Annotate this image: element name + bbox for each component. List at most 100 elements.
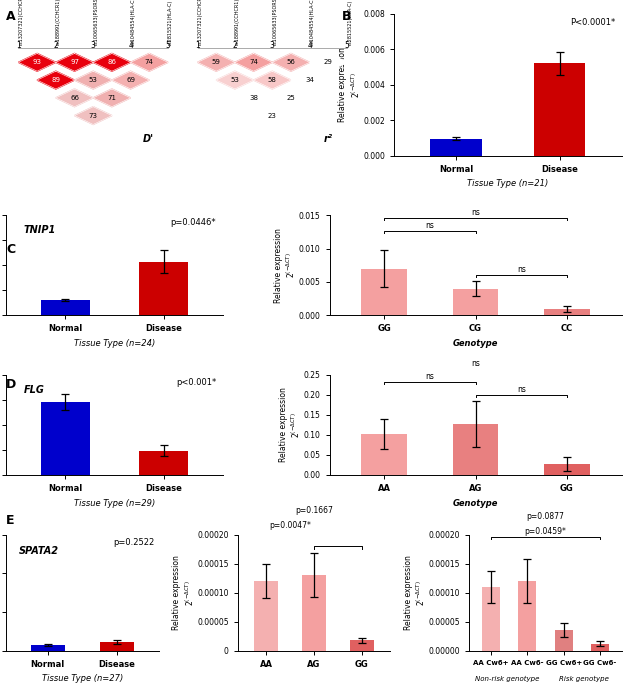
Polygon shape	[93, 89, 131, 107]
Bar	[555, 630, 573, 651]
Text: A: A	[6, 10, 16, 23]
Text: 74: 74	[249, 60, 258, 65]
Text: 25: 25	[286, 95, 295, 101]
Polygon shape	[75, 71, 112, 89]
Text: 97: 97	[70, 60, 79, 65]
Polygon shape	[216, 71, 254, 89]
Text: Non-risk genotype: Non-risk genotype	[475, 676, 539, 682]
Text: 3: 3	[91, 41, 95, 50]
Text: rs10484554(HLA-C): rs10484554(HLA-C)	[131, 0, 136, 45]
Text: 66: 66	[70, 95, 79, 101]
Polygon shape	[56, 89, 93, 107]
Polygon shape	[18, 53, 56, 71]
Text: 89: 89	[51, 77, 60, 83]
Bar	[430, 139, 482, 155]
Text: 29: 29	[324, 60, 333, 65]
Polygon shape	[37, 71, 75, 89]
Bar	[41, 300, 90, 315]
Text: 4: 4	[128, 41, 133, 50]
Bar	[453, 288, 499, 315]
Text: 53: 53	[230, 77, 239, 83]
Text: 34: 34	[305, 77, 314, 83]
Bar	[518, 581, 536, 651]
Bar	[362, 269, 407, 315]
Text: ns: ns	[517, 265, 526, 274]
Text: p<0.001*: p<0.001*	[176, 378, 216, 387]
Text: rs10065633(PSORS1C1): rs10065633(PSORS1C1)	[93, 0, 98, 45]
Text: D': D'	[143, 134, 154, 144]
Text: ns: ns	[517, 384, 526, 394]
Text: p=0.0446*: p=0.0446*	[171, 219, 216, 227]
Text: p=0.0877: p=0.0877	[527, 512, 565, 521]
Polygon shape	[198, 53, 235, 71]
Text: rs10484554(HLA-C): rs10484554(HLA-C)	[310, 0, 315, 45]
Text: 56: 56	[286, 60, 295, 65]
Bar	[534, 64, 585, 155]
Bar	[254, 581, 278, 651]
X-axis label: Tissue Type (n=21): Tissue Type (n=21)	[467, 179, 548, 188]
Text: r²: r²	[323, 134, 332, 144]
Text: SPATA2: SPATA2	[18, 546, 58, 556]
Text: 71: 71	[107, 95, 116, 101]
Polygon shape	[254, 107, 291, 125]
Text: 5: 5	[345, 41, 349, 50]
Text: ns: ns	[471, 358, 480, 368]
Bar	[453, 424, 499, 475]
Y-axis label: Relative expression
$2^{(-\Delta CT)}$: Relative expression $2^{(-\Delta CT)}$	[338, 47, 362, 122]
X-axis label: Genotype: Genotype	[453, 499, 498, 508]
Text: Risk genotype: Risk genotype	[559, 676, 609, 682]
X-axis label: Tissue Type (n=27): Tissue Type (n=27)	[42, 674, 123, 684]
Bar	[41, 402, 90, 475]
Text: C: C	[6, 243, 16, 256]
Text: 23: 23	[268, 112, 277, 119]
Text: rs2815521(HLA-C): rs2815521(HLA-C)	[168, 0, 173, 45]
Text: rs13207321(CCHCR1): rs13207321(CCHCR1)	[198, 0, 202, 45]
Polygon shape	[75, 107, 112, 125]
Text: rs13207321(CCHCR1): rs13207321(CCHCR1)	[18, 0, 23, 45]
Text: 1: 1	[16, 41, 21, 50]
Text: rs188991(CCHCR1): rs188991(CCHCR1)	[235, 0, 240, 45]
Text: 74: 74	[145, 60, 154, 65]
X-axis label: Genotype: Genotype	[453, 339, 498, 348]
Y-axis label: Relative expression
$2^{(-\Delta CT)}$: Relative expression $2^{(-\Delta CT)}$	[404, 556, 427, 630]
Polygon shape	[273, 53, 310, 71]
Bar	[100, 643, 134, 651]
Text: p=0.0047*: p=0.0047*	[269, 521, 311, 530]
Text: 58: 58	[268, 77, 277, 83]
Bar	[31, 645, 65, 651]
Text: 53: 53	[89, 77, 97, 83]
Text: 1: 1	[195, 41, 200, 50]
Bar	[350, 640, 374, 651]
Bar	[302, 575, 326, 651]
Polygon shape	[56, 53, 93, 71]
Text: 3: 3	[270, 41, 274, 50]
Text: p=0.0459*: p=0.0459*	[524, 527, 566, 536]
Text: ns: ns	[426, 371, 435, 381]
Text: TNIP1: TNIP1	[24, 225, 56, 235]
Bar	[591, 644, 609, 651]
Bar	[482, 587, 501, 651]
Bar	[544, 309, 590, 315]
Polygon shape	[254, 71, 291, 89]
Text: 73: 73	[89, 112, 98, 119]
Text: E: E	[6, 514, 15, 527]
Text: 86: 86	[107, 60, 116, 65]
Text: FLG: FLG	[24, 385, 45, 395]
X-axis label: Tissue Type (n=24): Tissue Type (n=24)	[74, 339, 155, 348]
Text: p=0.1667: p=0.1667	[295, 506, 333, 515]
Bar	[139, 451, 188, 475]
Text: P<0.0001*: P<0.0001*	[570, 18, 615, 27]
Polygon shape	[131, 53, 168, 71]
Text: 5: 5	[166, 41, 170, 50]
Text: p=0.2522: p=0.2522	[113, 538, 154, 547]
Text: 38: 38	[249, 95, 258, 101]
Polygon shape	[291, 71, 328, 89]
Y-axis label: Relative expression
$2^{(-\Delta CT)}$: Relative expression $2^{(-\Delta CT)}$	[274, 228, 297, 303]
Bar	[544, 464, 590, 475]
Text: 2: 2	[53, 41, 58, 50]
Text: rs188991(CCHCR1): rs188991(CCHCR1)	[56, 0, 61, 45]
Text: rs2815521(HLA-C): rs2815521(HLA-C)	[347, 0, 352, 45]
Text: D: D	[6, 378, 16, 391]
Text: B: B	[342, 10, 352, 23]
Text: 69: 69	[126, 77, 135, 83]
